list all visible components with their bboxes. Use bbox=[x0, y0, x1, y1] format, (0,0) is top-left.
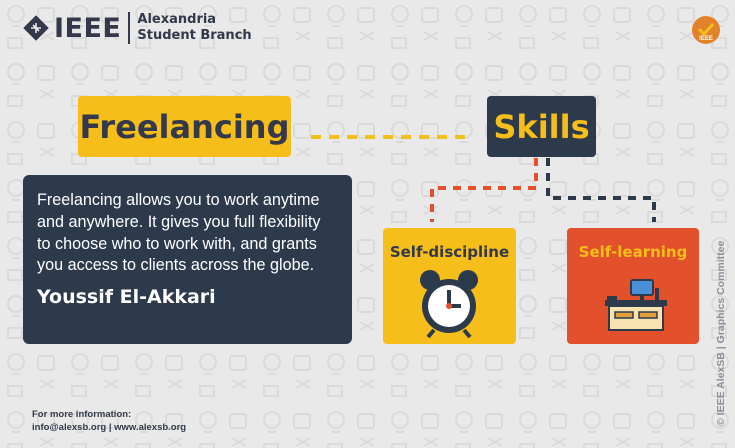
skill-label-self-learning: Self-learning bbox=[578, 243, 688, 261]
badge-label: IEEE bbox=[699, 36, 713, 42]
skill-label-self-discipline: Self-discipline bbox=[389, 243, 510, 261]
ieee-diamond-icon bbox=[23, 15, 49, 41]
quote-text: Freelancing allows you to work anytime a… bbox=[37, 191, 321, 275]
quote-author: Youssif El-Akkari bbox=[37, 286, 216, 309]
skills-title-box: Skills bbox=[487, 96, 596, 157]
ieee-logo: IEEE Alexandria Student Branch bbox=[22, 12, 252, 44]
freelancing-title-box: Freelancing bbox=[78, 96, 291, 157]
footer-contact-links[interactable]: info@alexsb.org | www.alexsb.org bbox=[32, 422, 187, 433]
contact-footer: For more information: info@alexsb.org | … bbox=[32, 408, 186, 434]
desk-computer-icon bbox=[605, 279, 667, 331]
branch-line-2: Student Branch bbox=[137, 28, 252, 43]
branch-name: Alexandria Student Branch bbox=[137, 12, 251, 44]
quote-card: Freelancing allows you to work anytime a… bbox=[23, 175, 352, 344]
graphics-credit: © IEEE AlexSB | Graphics Committee bbox=[715, 241, 727, 426]
branch-line-1: Alexandria bbox=[137, 12, 217, 27]
skill-card-self-learning: Self-learning bbox=[567, 228, 699, 344]
footer-heading: For more information: bbox=[32, 409, 132, 420]
ieee-wordmark: IEEE bbox=[54, 12, 122, 44]
alarm-clock-icon bbox=[420, 270, 478, 338]
skill-card-self-discipline: Self-discipline bbox=[383, 228, 516, 344]
credit-text: © IEEE AlexSB | Graphics Committee bbox=[715, 241, 727, 426]
ieee-badge-icon: IEEE bbox=[692, 16, 720, 44]
logo-divider bbox=[128, 12, 131, 44]
